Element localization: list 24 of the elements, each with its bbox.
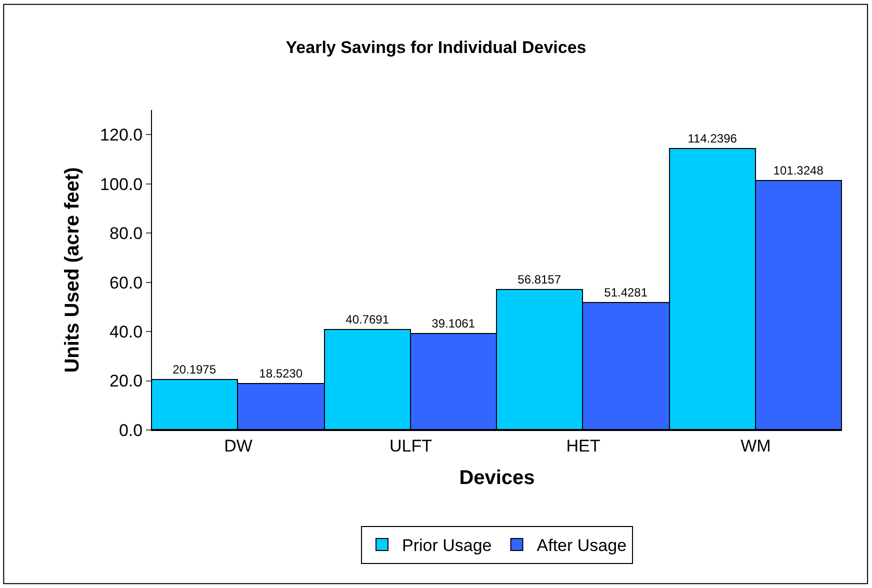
y-axis-title: Units Used (acre feet) bbox=[62, 167, 84, 373]
y-tick-label: 80.0 bbox=[110, 224, 143, 244]
data-label: 18.5230 bbox=[259, 366, 303, 380]
y-tick-label: 60.0 bbox=[110, 273, 143, 292]
x-tick-label: HET bbox=[566, 436, 600, 456]
data-label: 39.1061 bbox=[432, 316, 476, 330]
data-label: 51.4281 bbox=[604, 286, 648, 300]
x-axis-title: Devices bbox=[459, 466, 535, 489]
y-tick-label: 40.0 bbox=[110, 322, 143, 342]
data-label: 56.8157 bbox=[518, 272, 562, 286]
y-tick-label: 20.0 bbox=[110, 372, 143, 391]
data-label: 101.3248 bbox=[773, 164, 824, 178]
y-tick-label: 100.0 bbox=[100, 174, 143, 194]
x-tick-label: WM bbox=[740, 436, 771, 456]
x-tick-label: DW bbox=[224, 436, 252, 456]
data-label: 114.2396 bbox=[688, 132, 738, 146]
x-tick-label: ULFT bbox=[390, 436, 432, 456]
data-label: 20.1975 bbox=[172, 362, 216, 376]
legend-label: After Usage bbox=[536, 536, 627, 556]
chart-title: Yearly Savings for Individual Devices bbox=[286, 38, 586, 58]
legend-label: Prior Usage bbox=[402, 536, 492, 556]
y-tick-label: 120.0 bbox=[100, 126, 143, 145]
y-tick-label: 0.0 bbox=[118, 420, 143, 440]
data-label: 40.7691 bbox=[346, 312, 390, 326]
